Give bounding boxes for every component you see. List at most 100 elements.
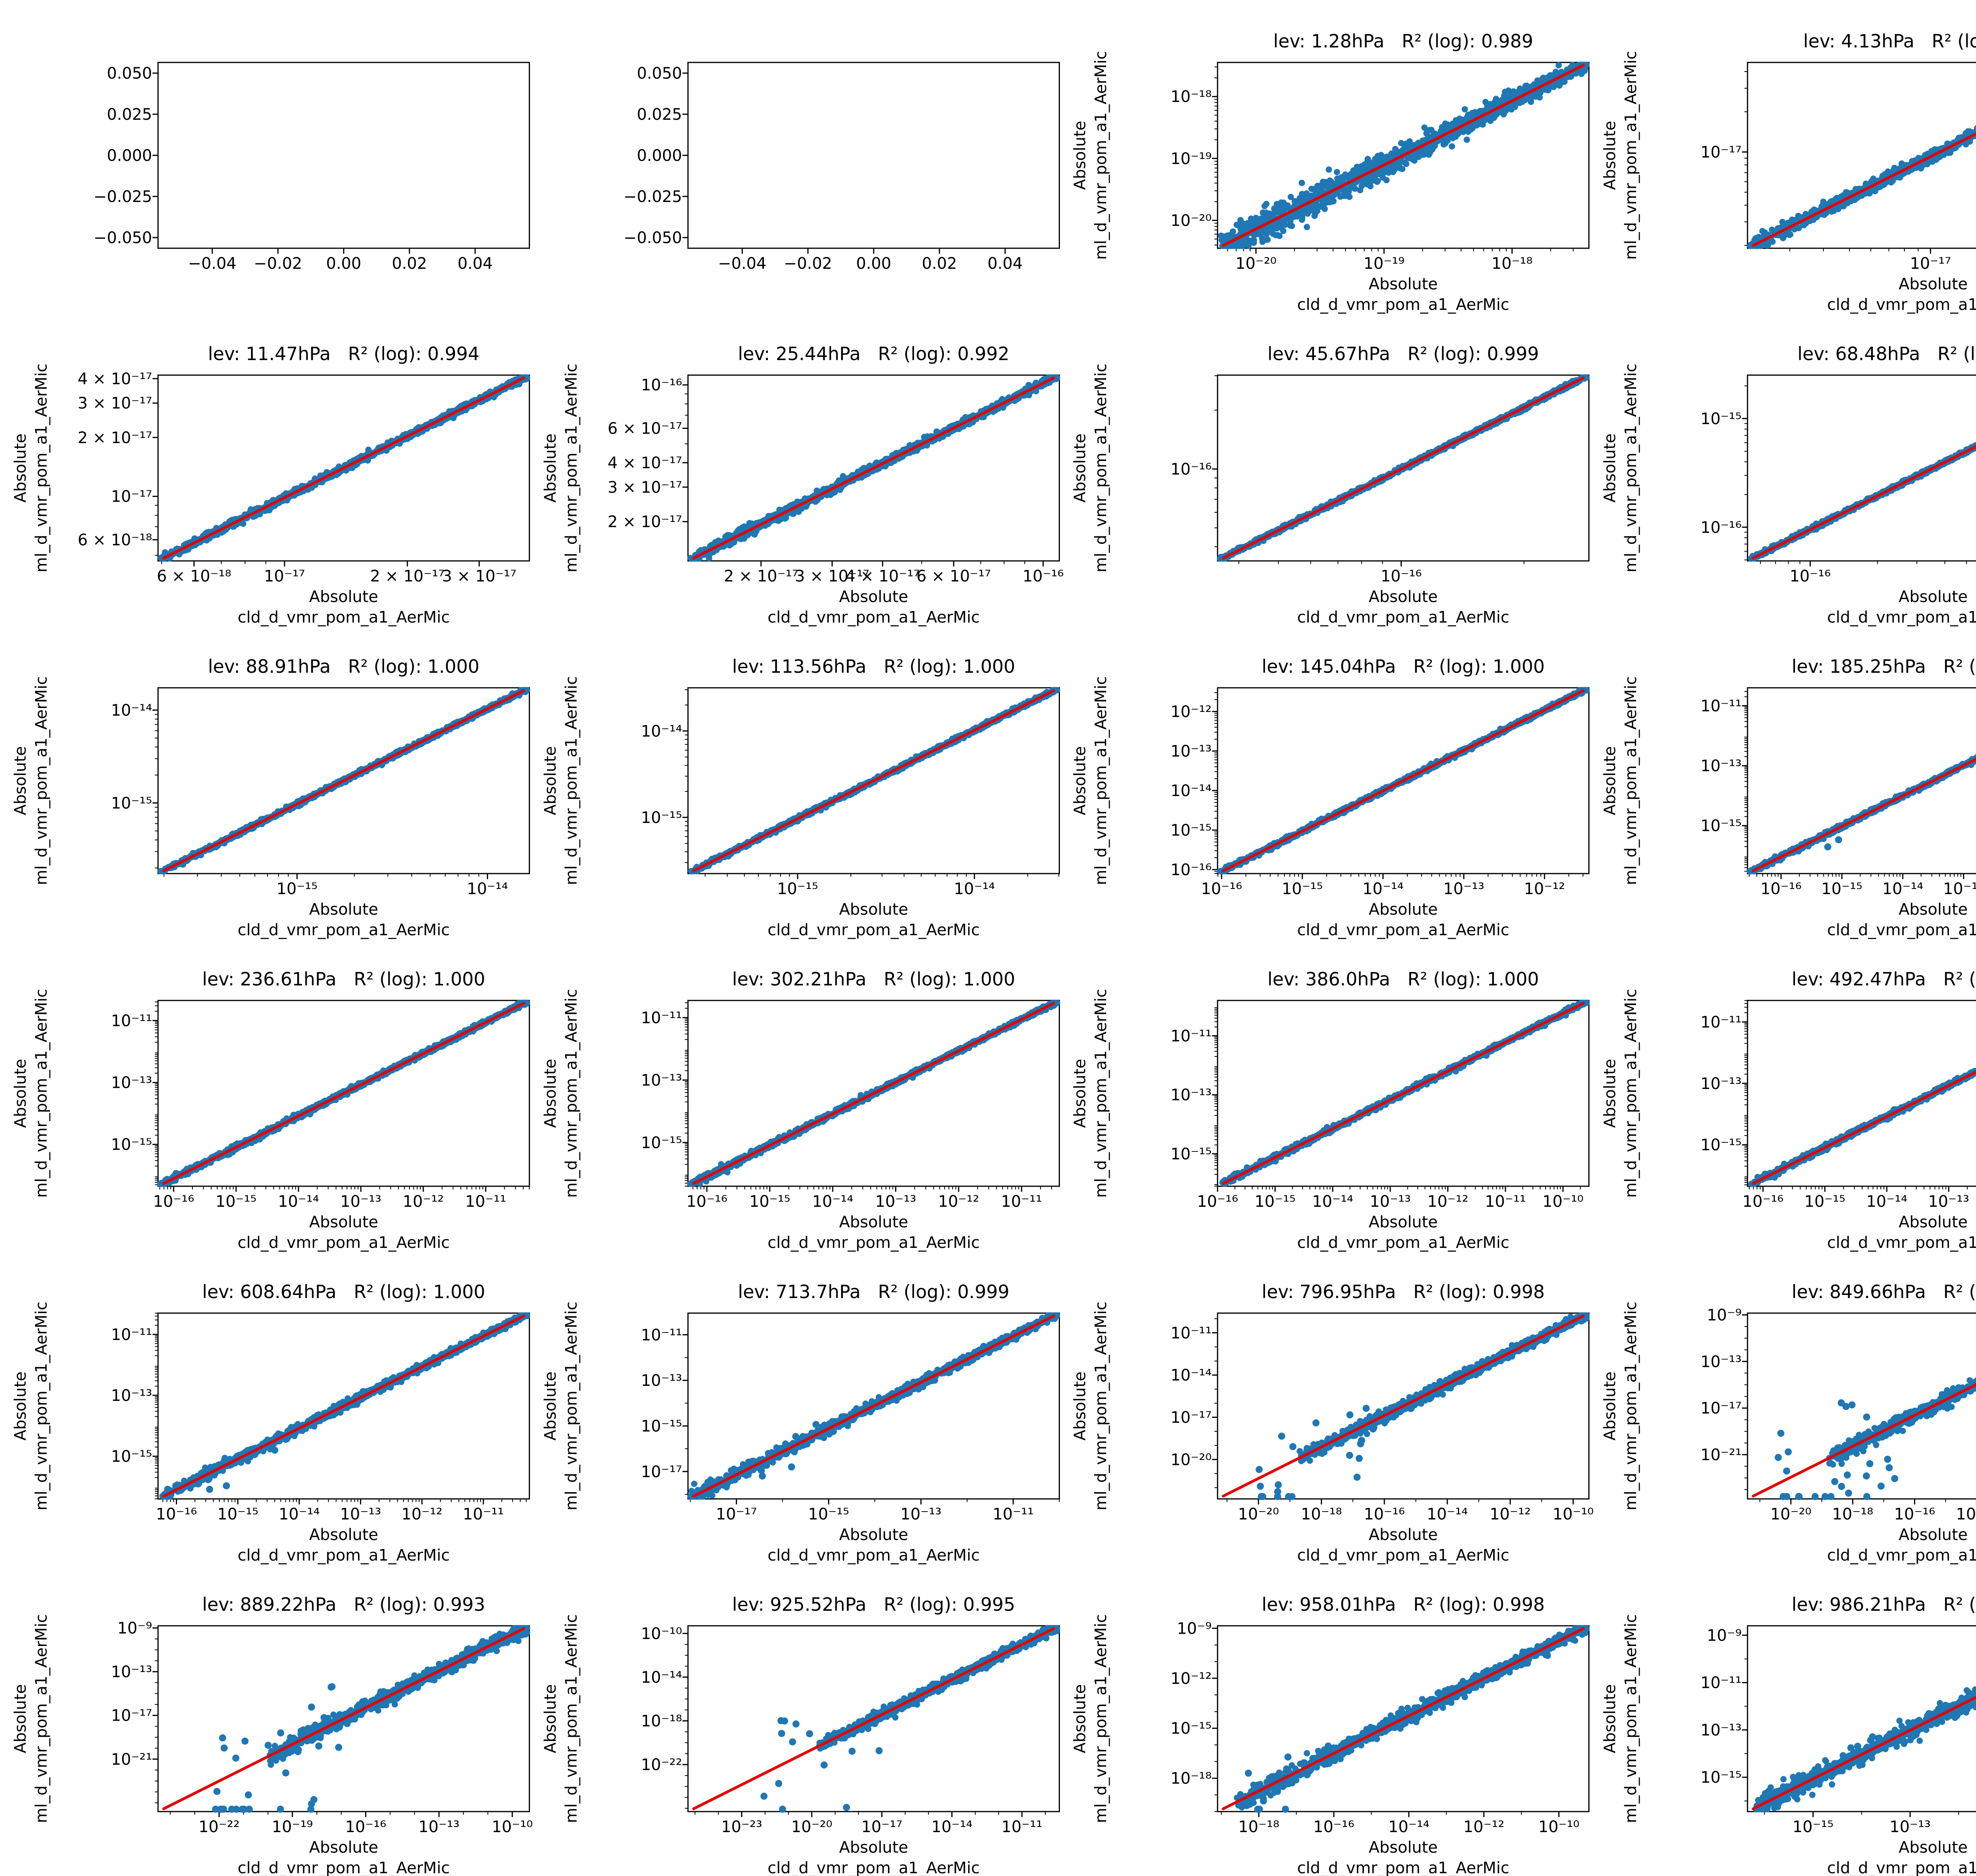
- x-tick-label: −0.02: [784, 255, 832, 273]
- x-tick-label: 10⁻¹²: [938, 1193, 979, 1211]
- x-tick-label: 10⁻¹¹: [1485, 1193, 1526, 1211]
- x-tick-label: 10⁻¹³: [1943, 880, 1976, 898]
- y-tick-label: 10⁻¹⁴: [641, 722, 682, 740]
- plot-title: lev: 608.64hPa R² (log): 1.000: [202, 1281, 485, 1302]
- x-axis-label: cld_d_vmr_pom_a1_AerMic: [1297, 296, 1509, 314]
- y-tick-label: 10⁻²²: [641, 1756, 682, 1774]
- x-tick-label: 10⁻¹¹: [992, 1505, 1033, 1523]
- x-axis-label: Absolute: [1899, 1838, 1968, 1857]
- x-tick-label: 10⁻¹²: [403, 1193, 444, 1211]
- subplot-cell: lev: 608.64hPa R² (log): 1.000 10⁻¹⁶ 10⁻¹⁵…: [0, 1251, 530, 1563]
- x-axis-label: Absolute: [309, 1213, 378, 1231]
- y-axis-label: ml_d_vmr_pom_a1_AerMic: [32, 989, 51, 1198]
- y-tick-label: 10⁻¹⁶: [1700, 519, 1741, 537]
- x-tick-label: 10⁻¹⁴: [1388, 1818, 1429, 1836]
- x-axis-label: cld_d_vmr_pom_a1_AerMic: [238, 921, 450, 939]
- x-axis-label: cld_d_vmr_pom_a1_AerMic: [1297, 1546, 1509, 1565]
- x-tick-label: 10⁻¹⁴: [931, 1818, 972, 1836]
- x-tick-label: 10⁻¹⁴: [1312, 1193, 1353, 1211]
- y-tick-label: 10⁻¹⁵: [1171, 821, 1212, 840]
- y-tick-label: 10⁻¹⁷: [111, 1707, 152, 1725]
- x-tick-label: −0.04: [718, 255, 766, 273]
- y-tick-label: 10⁻¹⁹: [1171, 150, 1212, 168]
- x-tick-label: 0.00: [856, 255, 891, 273]
- x-tick-label: 10⁻¹³: [1928, 1193, 1969, 1211]
- y-tick-label: 10⁻¹³: [1171, 1086, 1212, 1104]
- x-tick-label: 10⁻¹⁵: [1792, 1818, 1833, 1836]
- y-tick-label: 10⁻¹⁷: [1700, 143, 1741, 161]
- axes-box: [688, 62, 1059, 248]
- x-tick-label: 10⁻¹⁶: [1760, 880, 1801, 898]
- x-axis-label: Absolute: [839, 900, 908, 919]
- y-tick-label: 10⁻¹³: [641, 1071, 682, 1089]
- x-axis-label: cld_d_vmr_pom_a1_AerMic: [1827, 1546, 1976, 1565]
- y-tick-label: 10⁻⁹: [1177, 1619, 1212, 1638]
- y-axis-label: ml_d_vmr_pom_a1_AerMic: [1622, 51, 1640, 260]
- x-axis-label: Absolute: [1369, 1213, 1438, 1231]
- x-tick-label: 10⁻¹⁴: [1427, 1505, 1468, 1523]
- x-tick-label: 10⁻¹⁴: [1363, 880, 1404, 898]
- y-axis-label: Absolute: [1071, 1059, 1089, 1128]
- y-axis-label: Absolute: [11, 434, 30, 503]
- x-axis-label: Absolute: [1369, 588, 1438, 606]
- x-tick-label: 10⁻¹⁴: [812, 1193, 853, 1211]
- x-tick-label: −0.04: [188, 255, 237, 273]
- x-tick-label: 10⁻¹³: [340, 1505, 381, 1523]
- axes-box: [158, 62, 530, 248]
- subplot-cell: lev: 25.44hPa R² (log): 0.992 2 × 10⁻¹⁷ 3 …: [530, 313, 1060, 625]
- x-tick-label: 10⁻¹¹: [465, 1193, 506, 1211]
- y-tick-label: −0.025: [94, 188, 152, 206]
- y-tick-label: 10⁻¹⁴: [1171, 1366, 1212, 1385]
- plot-title: lev: 889.22hPa R² (log): 0.993: [202, 1594, 485, 1615]
- x-tick-label: 10⁻¹⁶: [153, 1193, 194, 1211]
- y-axis-label: ml_d_vmr_pom_a1_AerMic: [32, 1302, 51, 1511]
- subplot-cell: lev: 713.7hPa R² (log): 0.999 10⁻¹⁷ 10⁻¹⁵ 1…: [530, 1251, 1060, 1563]
- y-tick-label: 4 × 10⁻¹⁷: [77, 370, 152, 388]
- subplot-cell: lev: 849.66hPa R² (log): 0.99610⁻²⁰10⁻¹⁸…: [1589, 1251, 1976, 1563]
- y-tick-label: 0.000: [637, 147, 682, 165]
- y-axis-label: Absolute: [1071, 434, 1089, 503]
- x-axis-label: cld_d_vmr_pom_a1_AerMic: [767, 608, 980, 627]
- y-tick-label: 10⁻¹²: [1171, 703, 1212, 721]
- plot-title: lev: 492.47hPa R² (log): 1.000: [1791, 968, 1976, 990]
- scatter-subplot: lev: 986.21hPa R² (log): 0.99810⁻¹⁵10⁻¹³…: [1589, 1563, 1976, 1876]
- x-axis-label: Absolute: [839, 1526, 908, 1544]
- subplot-cell: lev: 145.04hPa R² (log): 1.000 10⁻¹⁶ 10⁻¹⁵…: [1060, 625, 1589, 938]
- x-tick-label: 10⁻¹⁵: [1804, 1193, 1845, 1211]
- y-tick-label: 10⁻¹⁸: [641, 1712, 682, 1730]
- x-tick-label: 10⁻¹⁶: [1201, 880, 1242, 898]
- x-axis-label: Absolute: [839, 588, 908, 606]
- y-axis-label: ml_d_vmr_pom_a1_AerMic: [32, 1614, 51, 1823]
- y-tick-label: 10⁻²¹: [111, 1750, 152, 1768]
- x-tick-label: 10⁻¹⁷: [861, 1818, 902, 1836]
- x-tick-label: 2 × 10⁻¹⁷: [370, 567, 445, 585]
- scatter-subplot: lev: 849.66hPa R² (log): 0.99610⁻²⁰10⁻¹⁸…: [1589, 1251, 1976, 1563]
- y-tick-label: 0.025: [637, 106, 682, 124]
- subplot-cell: lev: 889.22hPa R² (log): 0.993 10⁻²² 10⁻¹⁹…: [0, 1563, 530, 1876]
- x-tick-label: 10⁻²⁰: [1235, 255, 1276, 273]
- y-axis-label: Absolute: [541, 1059, 559, 1128]
- y-axis-label: ml_d_vmr_pom_a1_AerMic: [32, 676, 51, 885]
- x-tick-label: 10⁻¹⁴: [467, 880, 508, 898]
- x-tick-label: 10⁻¹³: [1370, 1193, 1411, 1211]
- x-tick-label: 10⁻¹⁶: [1742, 1193, 1784, 1211]
- subplot-cell: lev: 302.21hPa R² (log): 1.000 10⁻¹⁶ 10⁻¹⁵…: [530, 938, 1060, 1251]
- x-axis-label: Absolute: [1899, 1213, 1968, 1231]
- x-tick-label: 10⁻²⁰: [1238, 1505, 1279, 1523]
- x-tick-label: 10⁻¹⁶: [1022, 567, 1063, 585]
- subplot-cell: lev: 492.47hPa R² (log): 1.000 10⁻¹⁶ 10⁻¹⁵…: [1589, 938, 1976, 1251]
- x-tick-label: 10⁻¹⁵: [749, 1193, 790, 1211]
- scatter-subplot: lev: 45.67hPa R² (log): 0.99910⁻¹⁶10⁻¹⁶A…: [1060, 313, 1589, 625]
- y-axis-label: ml_d_vmr_pom_a1_AerMic: [1092, 676, 1110, 885]
- y-tick-label: 10⁻¹⁷: [1700, 1399, 1741, 1417]
- y-axis-label: ml_d_vmr_pom_a1_AerMic: [1092, 364, 1110, 573]
- plot-title: lev: 958.01hPa R² (log): 0.998: [1262, 1594, 1545, 1615]
- y-tick-label: 10⁻¹⁵: [111, 1448, 152, 1466]
- x-axis-label: Absolute: [1369, 900, 1438, 919]
